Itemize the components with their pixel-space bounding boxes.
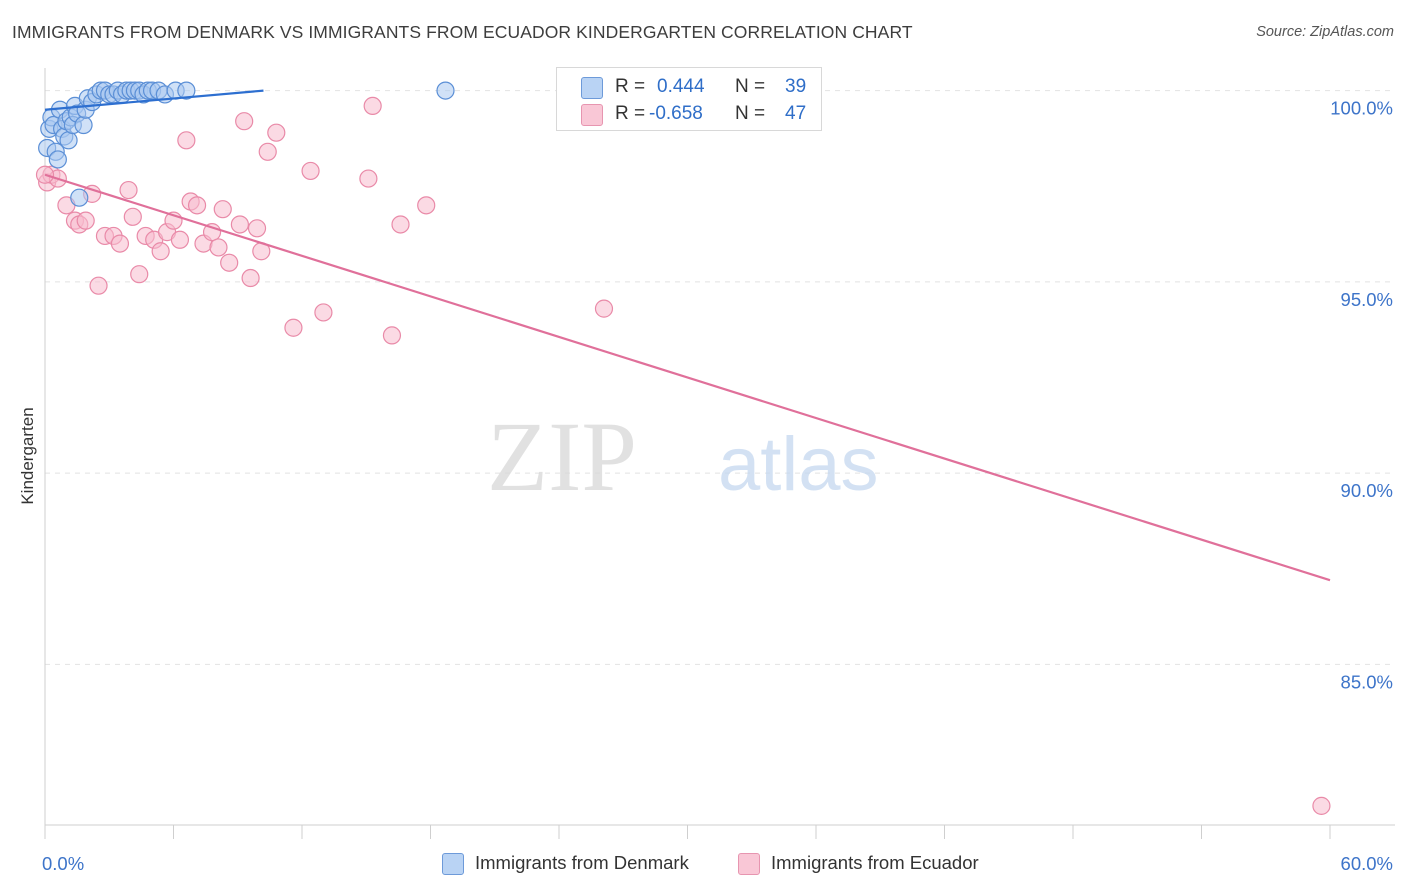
x-tick-label: 0.0%	[42, 853, 84, 874]
legend-label-ecuador: Immigrants from Ecuador	[771, 852, 979, 873]
legend-label-denmark: Immigrants from Denmark	[475, 852, 689, 873]
ecuador-point	[170, 230, 190, 249]
ecuador-point	[284, 318, 303, 337]
ecuador-point	[235, 112, 254, 131]
y-tick-label: 95.0%	[1341, 289, 1393, 310]
ecuador-point	[177, 131, 196, 150]
legend-n-value: 47	[785, 103, 807, 124]
ecuador-trend-line	[44, 173, 1331, 582]
watermark-atlas: atlas	[718, 422, 879, 507]
axes	[44, 68, 1395, 839]
legend-swatch-denmark	[581, 77, 603, 99]
ecuador-point	[382, 326, 402, 345]
ecuador-point	[247, 219, 267, 238]
ecuador-point	[187, 196, 207, 215]
denmark-point	[59, 131, 78, 150]
chart-title: IMMIGRANTS FROM DENMARK VS IMMIGRANTS FR…	[12, 22, 913, 42]
ecuador-series	[35, 96, 1331, 815]
x-tick-label: 60.0%	[1341, 853, 1393, 874]
ecuador-point	[151, 242, 170, 261]
y-axis-label: Kindergarten	[18, 407, 37, 504]
watermark: ZIP atlas	[487, 401, 879, 512]
ecuador-point	[391, 215, 410, 234]
ecuador-point	[89, 276, 108, 295]
watermark-zip: ZIP	[487, 401, 637, 512]
ecuador-point	[258, 142, 277, 161]
legend-n-label: N =	[735, 103, 766, 124]
legend-swatch-denmark	[442, 853, 464, 875]
ecuador-point	[119, 180, 138, 200]
denmark-point	[74, 115, 93, 135]
tick-labels: 100.0% 95.0% 90.0% 85.0% 0.0% 60.0%	[42, 98, 1393, 874]
denmark-series	[38, 81, 455, 207]
y-tick-label: 90.0%	[1341, 480, 1393, 501]
denmark-trend-line	[44, 89, 264, 111]
ecuador-point	[130, 265, 149, 284]
ecuador-point	[301, 161, 320, 181]
ecuador-point	[363, 96, 382, 116]
denmark-point	[48, 150, 67, 169]
ecuador-point	[267, 123, 286, 142]
source-label: Source: ZipAtlas.com	[1256, 24, 1394, 40]
legend-n-value: 39	[785, 76, 807, 97]
stats-legend: R = 0.444 N = 39 R = -0.658 N = 47	[556, 67, 822, 131]
denmark-point	[70, 188, 89, 207]
ecuador-point	[241, 268, 260, 288]
legend-swatch-ecuador	[738, 853, 760, 875]
trend-lines	[44, 89, 1331, 582]
denmark-point	[177, 81, 196, 100]
y-tick-label: 100.0%	[1330, 98, 1393, 119]
ecuador-point	[123, 207, 142, 226]
ecuador-point	[314, 303, 333, 322]
legend-swatch-ecuador	[581, 104, 603, 126]
ecuador-point	[594, 299, 614, 318]
ecuador-point	[359, 169, 378, 188]
ecuador-point	[1312, 796, 1331, 815]
ecuador-point	[110, 234, 130, 253]
ecuador-point	[213, 200, 232, 219]
ecuador-point	[230, 215, 249, 234]
legend-r-value: -0.658	[649, 103, 703, 124]
ecuador-point	[220, 253, 239, 272]
legend-n-label: N =	[735, 76, 766, 97]
legend-r-label: R =	[615, 103, 646, 124]
grid-lines	[45, 90, 1395, 665]
denmark-point	[436, 81, 455, 100]
y-tick-label: 85.0%	[1341, 671, 1393, 692]
ecuador-point	[417, 196, 436, 215]
legend-r-value: 0.444	[657, 76, 705, 97]
ecuador-point	[209, 238, 228, 257]
legend-r-label: R =	[615, 76, 646, 97]
ecuador-point	[76, 211, 95, 230]
